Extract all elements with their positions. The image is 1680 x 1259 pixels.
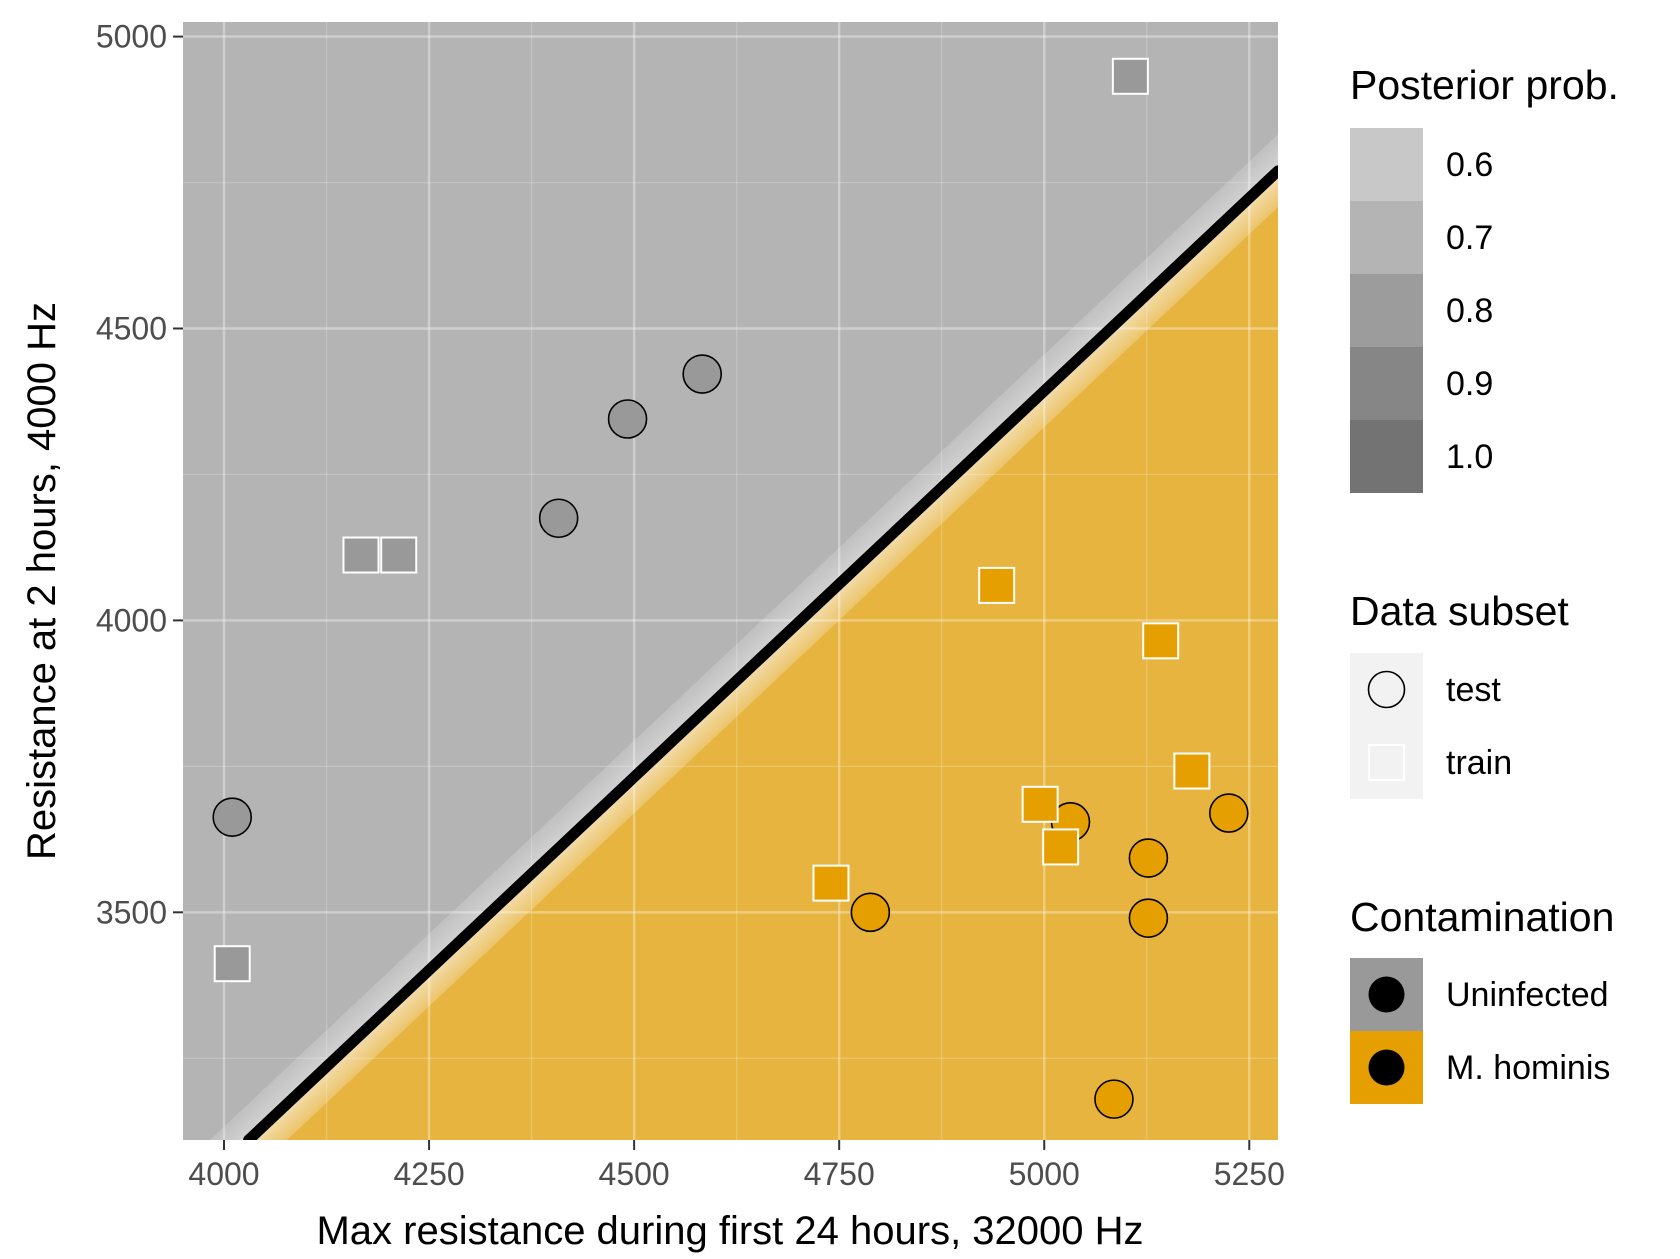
data-point-train — [1042, 828, 1080, 866]
m-hominis-region — [286, 206, 1278, 1140]
data-point-test — [538, 498, 579, 539]
data-point-train — [1142, 622, 1180, 660]
legend-subset-title: Data subset — [1350, 588, 1569, 634]
boundary-transition-band — [210, 134, 1278, 1140]
x-tick-label: 4000 — [188, 1156, 259, 1192]
data-point-train — [213, 945, 251, 983]
legend-posterior-swatch — [1350, 128, 1423, 201]
legend-contamination-label: Uninfected — [1446, 976, 1609, 1014]
data-point-test — [1128, 838, 1169, 878]
data-point-train — [1111, 57, 1149, 95]
x-tick-label: 4500 — [599, 1156, 670, 1192]
legend-posterior-label: 0.7 — [1446, 219, 1493, 257]
y-tick-label: 5000 — [96, 19, 167, 55]
legend-posterior-label: 0.9 — [1446, 365, 1493, 403]
legend-contamination-label: M. hominis — [1446, 1049, 1610, 1087]
legend-posterior-label: 0.6 — [1446, 146, 1493, 184]
legend-posterior-title: Posterior prob. — [1350, 62, 1619, 108]
data-points — [212, 57, 1249, 1119]
legend-test-symbol — [1367, 670, 1406, 709]
legend-contamination-title: Contamination — [1350, 894, 1614, 940]
legend-posterior-swatch — [1350, 274, 1423, 347]
decision-boundary-line — [243, 165, 1278, 1140]
data-point-test — [1128, 898, 1169, 938]
data-point-train — [812, 864, 850, 902]
data-point-train — [1021, 785, 1059, 823]
legend-posterior-swatch — [1350, 420, 1423, 493]
x-tick-label: 4250 — [393, 1156, 464, 1192]
legend-contamination-keys: Uninfected M. hominis — [1350, 958, 1610, 1104]
legend-contamination-symbol — [1368, 1049, 1405, 1086]
grid-lines — [183, 22, 1278, 1140]
data-point-test — [850, 892, 891, 933]
plot-panel — [183, 22, 1278, 1140]
legend-subset-keys: test train — [1350, 653, 1512, 799]
y-tick-label: 4500 — [96, 311, 167, 347]
x-axis: 4000 4250 4500 4750 5000 5250 — [188, 1140, 1285, 1192]
x-axis-title: Max resistance during first 24 hours, 32… — [316, 1209, 1143, 1253]
legend-subset-label: train — [1446, 744, 1512, 782]
y-tick-label: 3500 — [96, 894, 167, 930]
y-tick-label: 4000 — [96, 602, 167, 638]
data-point-test — [607, 399, 648, 439]
data-point-train — [380, 536, 418, 574]
y-axis: 3500 4000 4500 5000 — [96, 19, 183, 930]
legend-posterior-swatch — [1350, 201, 1423, 274]
data-point-test — [212, 797, 253, 837]
legend-posterior-swatch — [1350, 347, 1423, 420]
legend: Posterior prob. 0.6 0.7 0.8 0.9 1.0 Data sub… — [1350, 62, 1619, 1104]
uninfected-region — [183, 22, 1278, 1140]
data-point-test — [1094, 1079, 1134, 1119]
x-tick-label: 5000 — [1009, 1156, 1080, 1192]
legend-train-symbol — [1368, 744, 1405, 781]
data-point-test — [682, 354, 723, 394]
data-point-test — [1208, 793, 1249, 833]
legend-contamination-symbol — [1368, 976, 1405, 1013]
x-tick-label: 5250 — [1214, 1156, 1285, 1192]
data-point-train — [978, 566, 1016, 604]
data-point-train — [1173, 752, 1211, 790]
legend-posterior-keys: 0.6 0.7 0.8 0.9 1.0 — [1350, 128, 1493, 493]
y-axis-title: Resistance at 2 hours, 4000 Hz — [20, 302, 64, 860]
legend-posterior-label: 0.8 — [1446, 292, 1493, 330]
data-point-train — [342, 536, 380, 574]
legend-subset-label: test — [1446, 671, 1501, 709]
x-tick-label: 4750 — [804, 1156, 875, 1192]
legend-posterior-label: 1.0 — [1446, 438, 1493, 476]
